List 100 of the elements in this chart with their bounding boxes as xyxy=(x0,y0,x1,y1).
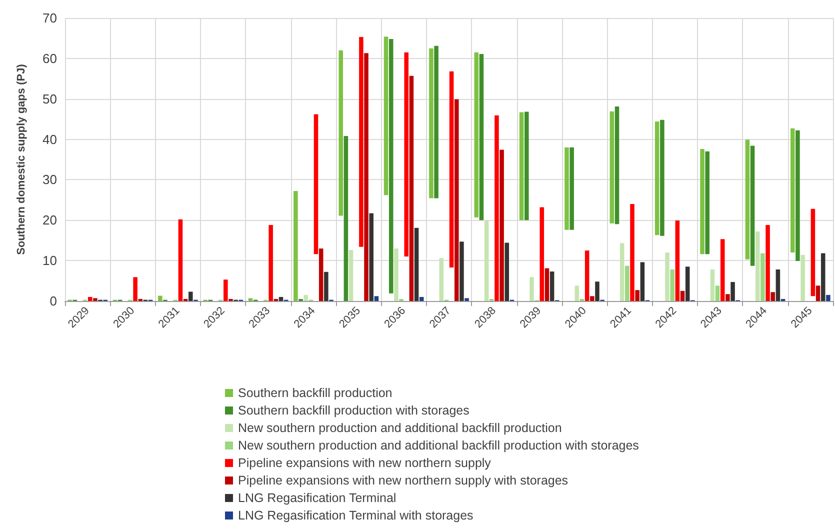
bar xyxy=(248,298,253,301)
bar xyxy=(640,262,645,301)
bar xyxy=(474,52,479,218)
bar xyxy=(439,258,444,301)
bar xyxy=(494,115,499,301)
bar xyxy=(524,112,529,220)
y-axis-title: Southern domestic supply gaps (PJ) xyxy=(16,64,28,255)
bar xyxy=(614,106,620,224)
y-tick-label: 50 xyxy=(42,91,57,106)
bar xyxy=(479,54,484,220)
bar xyxy=(820,253,826,301)
bar xyxy=(770,292,775,301)
bar xyxy=(434,46,438,198)
bar xyxy=(344,136,348,301)
bar xyxy=(464,298,469,301)
bar xyxy=(374,296,379,301)
bar xyxy=(710,269,715,301)
bar xyxy=(630,204,634,301)
bar xyxy=(610,111,614,224)
bar xyxy=(268,224,273,301)
bar xyxy=(660,120,664,236)
legend-label: Southern backfill production with storages xyxy=(238,404,470,418)
bar xyxy=(519,112,524,220)
bar xyxy=(419,296,424,301)
bar xyxy=(318,248,324,301)
bar xyxy=(750,146,755,266)
bar xyxy=(348,250,354,301)
bar xyxy=(530,277,534,301)
bar xyxy=(670,269,674,301)
bar xyxy=(730,282,735,301)
y-tick-label: 70 xyxy=(42,10,57,26)
bar xyxy=(720,239,725,301)
bar xyxy=(364,53,368,301)
bar xyxy=(369,213,374,301)
bar xyxy=(745,140,750,260)
bar xyxy=(715,286,720,301)
bar xyxy=(800,254,805,301)
bar xyxy=(574,286,580,301)
bar xyxy=(429,48,434,198)
bar xyxy=(278,296,284,301)
bar xyxy=(685,266,690,301)
bar xyxy=(384,36,388,196)
legend-label: New southern production and additional backfill production with storages xyxy=(238,438,639,452)
bar xyxy=(454,99,459,301)
bar xyxy=(776,269,780,301)
bar xyxy=(766,224,770,301)
bar xyxy=(810,208,816,296)
bar xyxy=(359,37,364,247)
bar xyxy=(409,76,414,301)
bar xyxy=(504,242,510,301)
bar xyxy=(449,71,454,268)
bar xyxy=(314,114,318,254)
legend-label: LNG Regasification Terminal with storages xyxy=(238,508,474,522)
bar xyxy=(294,191,298,301)
bar xyxy=(540,207,544,301)
bar xyxy=(178,219,183,301)
bar xyxy=(755,231,760,301)
bar xyxy=(338,50,343,216)
y-tick-label: 10 xyxy=(42,253,57,268)
bar xyxy=(564,147,569,230)
bar xyxy=(224,280,228,301)
bar xyxy=(500,150,504,301)
bar xyxy=(93,298,98,301)
legend-label: New southern production and additional backfill production xyxy=(238,421,562,435)
bar xyxy=(188,292,193,301)
bar xyxy=(88,296,92,301)
bar xyxy=(790,128,795,252)
bar xyxy=(414,228,419,301)
bar xyxy=(654,121,660,236)
bar xyxy=(816,286,820,301)
bar xyxy=(675,220,680,301)
bar xyxy=(388,39,394,294)
bar xyxy=(460,242,464,301)
bar xyxy=(133,277,138,301)
bar xyxy=(304,294,308,301)
bar xyxy=(700,148,704,254)
bar xyxy=(595,282,600,301)
bar xyxy=(394,248,398,301)
bar xyxy=(484,220,489,301)
legend-label: Pipeline expansions with new northern supply xyxy=(238,456,492,470)
bar xyxy=(705,151,710,254)
y-tick-label: 20 xyxy=(42,212,57,228)
bar xyxy=(760,253,765,301)
bar xyxy=(620,243,624,301)
bar xyxy=(158,296,162,301)
bar xyxy=(544,268,550,301)
y-tick-label: 0 xyxy=(50,294,57,308)
bar xyxy=(550,271,554,301)
bar xyxy=(570,147,574,230)
y-tick-label: 30 xyxy=(42,172,57,188)
bar xyxy=(726,294,730,301)
bar xyxy=(324,272,328,301)
legend-label: Pipeline expansions with new northern supply with storages xyxy=(238,474,568,488)
bar xyxy=(665,252,670,301)
bar xyxy=(680,290,685,301)
legend-label: Southern backfill production xyxy=(238,386,392,400)
bar xyxy=(826,294,830,301)
y-tick-label: 60 xyxy=(42,50,57,66)
bar xyxy=(404,52,408,257)
y-tick-label: 40 xyxy=(42,132,57,147)
